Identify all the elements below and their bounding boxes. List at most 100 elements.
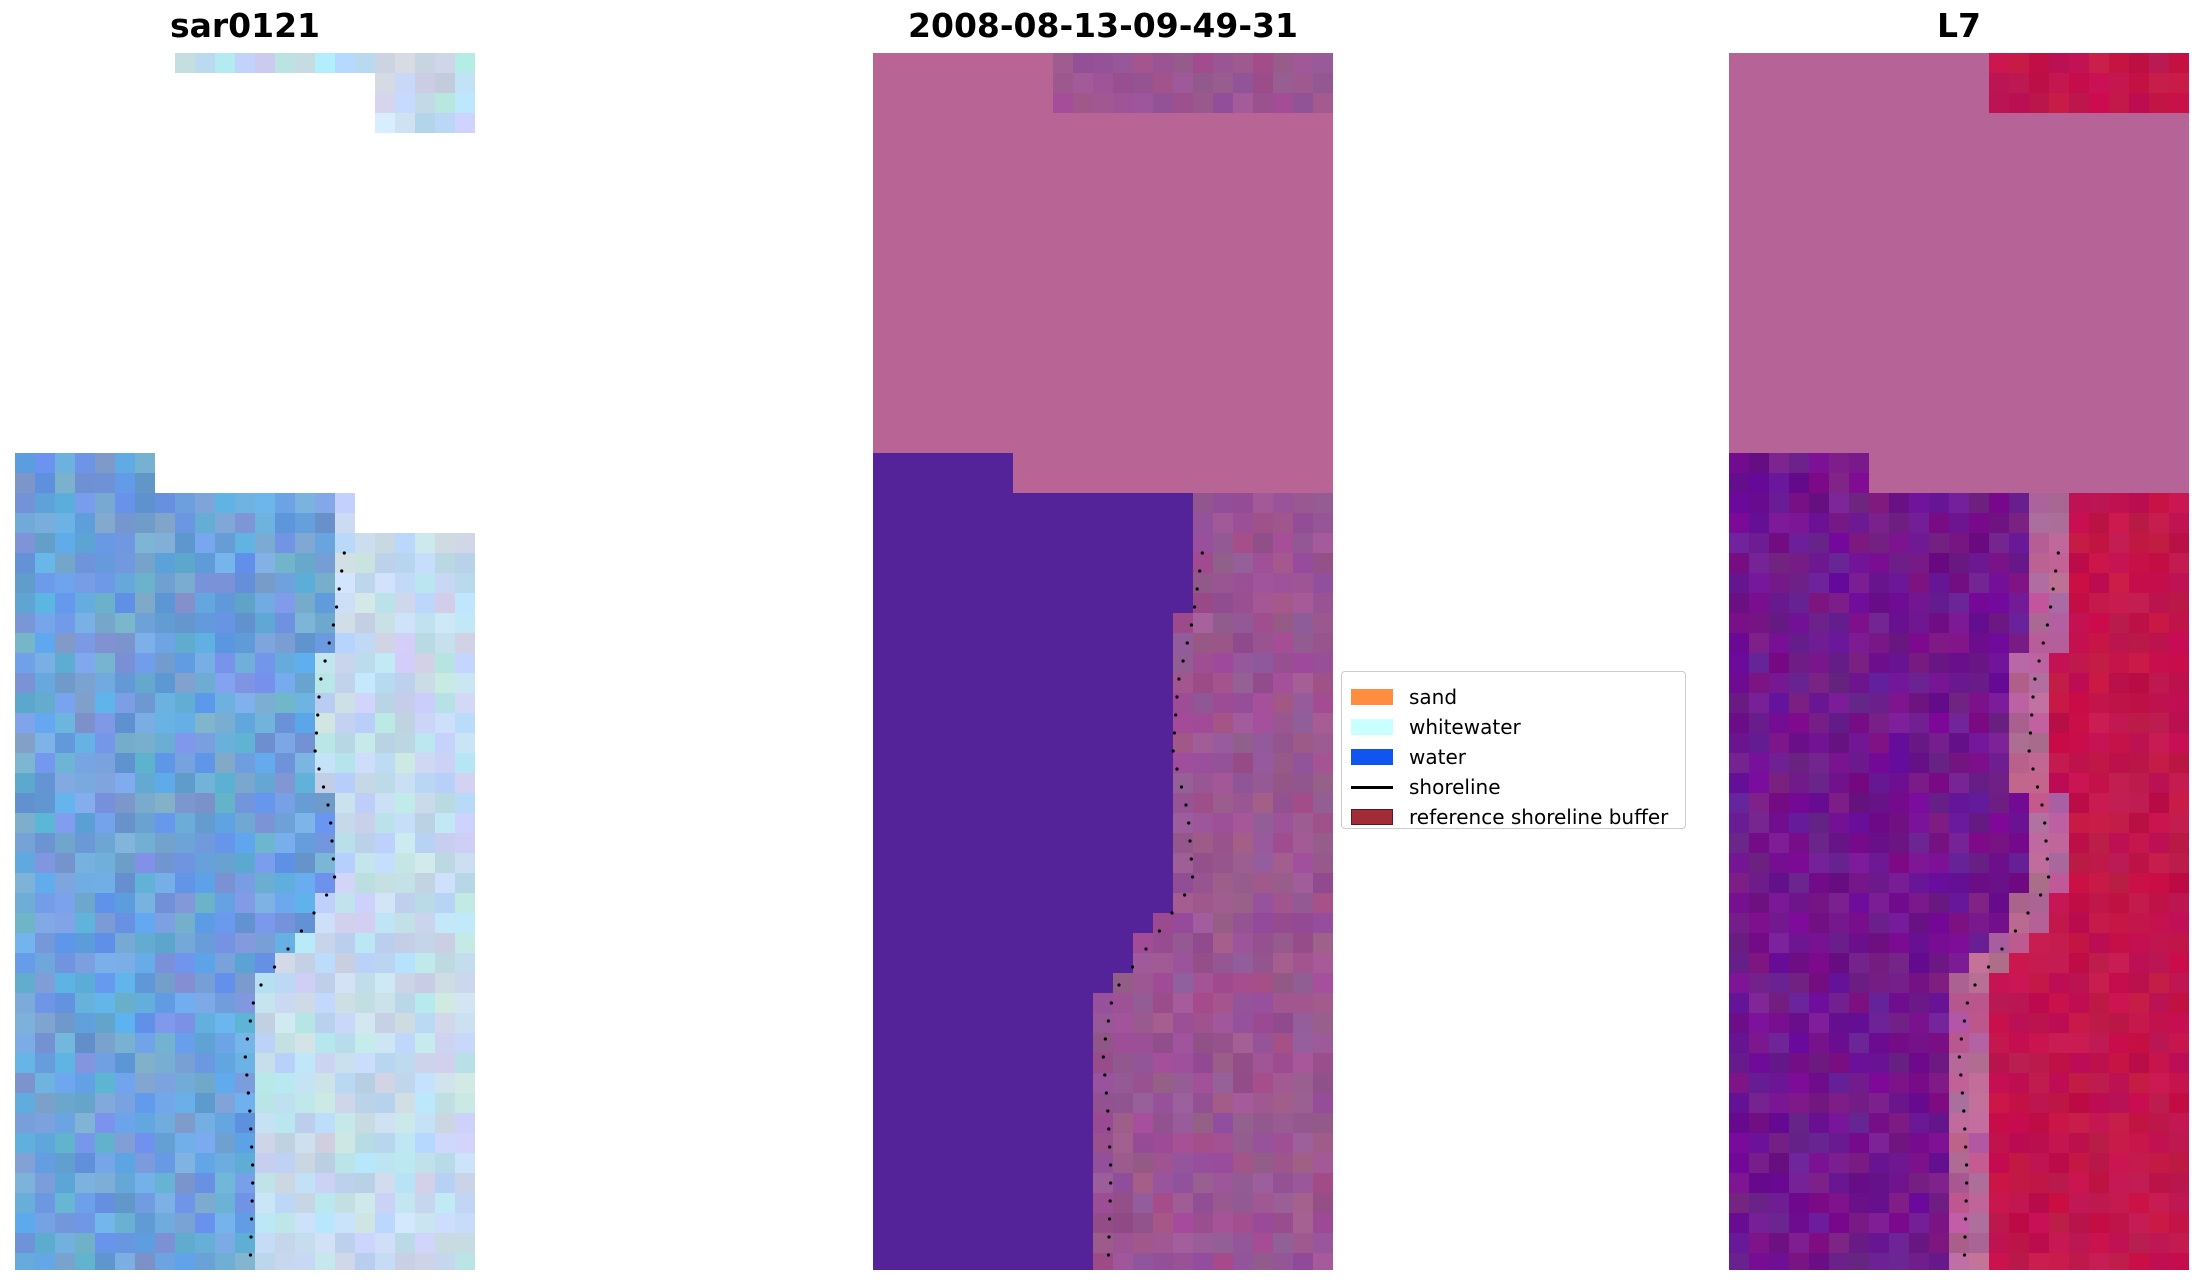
raster-pixel: [335, 653, 355, 673]
raster-pixel: [1889, 813, 1909, 833]
raster-pixel: [2089, 393, 2109, 413]
raster-pixel: [395, 853, 415, 873]
raster-pixel: [1989, 353, 2009, 373]
raster-pixel: [155, 733, 175, 753]
raster-pixel: [415, 773, 435, 793]
raster-pixel: [1909, 873, 1929, 893]
raster-pixel: [135, 933, 155, 953]
raster-pixel: [1133, 1033, 1153, 1053]
raster-pixel: [2109, 353, 2129, 373]
raster-pixel: [1273, 973, 1293, 993]
raster-pixel: [2049, 913, 2069, 933]
raster-pixel: [1889, 753, 1909, 773]
raster-pixel: [395, 773, 415, 793]
raster-pixel: [455, 1193, 475, 1213]
raster-pixel: [1033, 1073, 1053, 1093]
raster-pixel: [195, 733, 215, 753]
raster-pixel: [1829, 1033, 1849, 1053]
raster-pixel: [1173, 353, 1193, 373]
raster-pixel: [993, 573, 1013, 593]
raster-pixel: [1829, 1113, 1849, 1133]
raster-pixel: [2089, 233, 2109, 253]
raster-pixel: [1133, 953, 1153, 973]
raster-pixel: [1173, 173, 1193, 193]
raster-pixel: [375, 773, 395, 793]
shoreline-point: [286, 947, 290, 951]
raster-pixel: [175, 1053, 195, 1073]
raster-pixel: [1273, 793, 1293, 813]
raster-pixel: [415, 653, 435, 673]
raster-pixel: [973, 553, 993, 573]
raster-pixel: [993, 473, 1013, 493]
raster-pixel: [2049, 1253, 2069, 1270]
raster-pixel: [2169, 313, 2189, 333]
raster-pixel: [275, 1053, 295, 1073]
raster-pixel: [1789, 1173, 1809, 1193]
raster-pixel: [933, 673, 953, 693]
raster-pixel: [435, 533, 455, 553]
raster-pixel: [1053, 873, 1073, 893]
raster-pixel: [2129, 133, 2149, 153]
raster-pixel: [1929, 133, 1949, 153]
raster-pixel: [873, 273, 893, 293]
raster-pixel: [1273, 393, 1293, 413]
raster-pixel: [2089, 413, 2109, 433]
raster-pixel: [135, 1073, 155, 1093]
raster-pixel: [2029, 993, 2049, 1013]
raster-pixel: [1929, 373, 1949, 393]
raster-pixel: [1033, 1253, 1053, 1270]
raster-pixel: [175, 673, 195, 693]
raster-pixel: [1173, 93, 1193, 113]
raster-pixel: [1789, 933, 1809, 953]
raster-pixel: [1909, 813, 1929, 833]
raster-pixel: [973, 1213, 993, 1233]
raster-pixel: [1073, 313, 1093, 333]
raster-pixel: [1253, 633, 1273, 653]
raster-pixel: [2129, 953, 2149, 973]
raster-pixel: [1969, 1033, 1989, 1053]
raster-pixel: [2169, 473, 2189, 493]
raster-pixel: [435, 53, 455, 73]
raster-pixel: [953, 293, 973, 313]
raster-pixel: [1153, 1093, 1173, 1113]
raster-pixel: [1253, 1213, 1273, 1233]
raster-pixel: [1869, 1113, 1889, 1133]
raster-pixel: [2129, 1173, 2149, 1193]
raster-pixel: [1789, 513, 1809, 533]
raster-pixel: [1869, 213, 1889, 233]
raster-pixel: [135, 833, 155, 853]
raster-pixel: [1233, 1193, 1253, 1213]
raster-pixel: [1133, 1253, 1153, 1270]
raster-pixel: [1073, 913, 1093, 933]
raster-pixel: [1969, 993, 1989, 1013]
raster-pixel: [2089, 1093, 2109, 1113]
raster-pixel: [2049, 953, 2069, 973]
raster-pixel: [2149, 113, 2169, 133]
raster-pixel: [1809, 913, 1829, 933]
raster-pixel: [1113, 573, 1133, 593]
raster-pixel: [375, 873, 395, 893]
raster-pixel: [913, 813, 933, 833]
raster-pixel: [415, 993, 435, 1013]
raster-pixel: [1729, 1013, 1749, 1033]
raster-pixel: [933, 913, 953, 933]
raster-pixel: [1253, 153, 1273, 173]
raster-pixel: [455, 973, 475, 993]
raster-pixel: [1093, 133, 1113, 153]
raster-pixel: [1749, 653, 1769, 673]
raster-pixel: [1989, 513, 2009, 533]
raster-pixel: [1313, 233, 1333, 253]
raster-pixel: [395, 1053, 415, 1073]
raster-pixel: [1033, 333, 1053, 353]
raster-pixel: [1313, 133, 1333, 153]
raster-pixel: [2029, 1213, 2049, 1233]
raster-pixel: [1213, 453, 1233, 473]
raster-pixel: [1013, 1093, 1033, 1113]
raster-pixel: [993, 1193, 1013, 1213]
raster-pixel: [2149, 233, 2169, 253]
raster-pixel: [1093, 1193, 1113, 1213]
raster-pixel: [375, 1013, 395, 1033]
raster-pixel: [913, 53, 933, 73]
raster-pixel: [435, 93, 455, 113]
raster-pixel: [175, 793, 195, 813]
